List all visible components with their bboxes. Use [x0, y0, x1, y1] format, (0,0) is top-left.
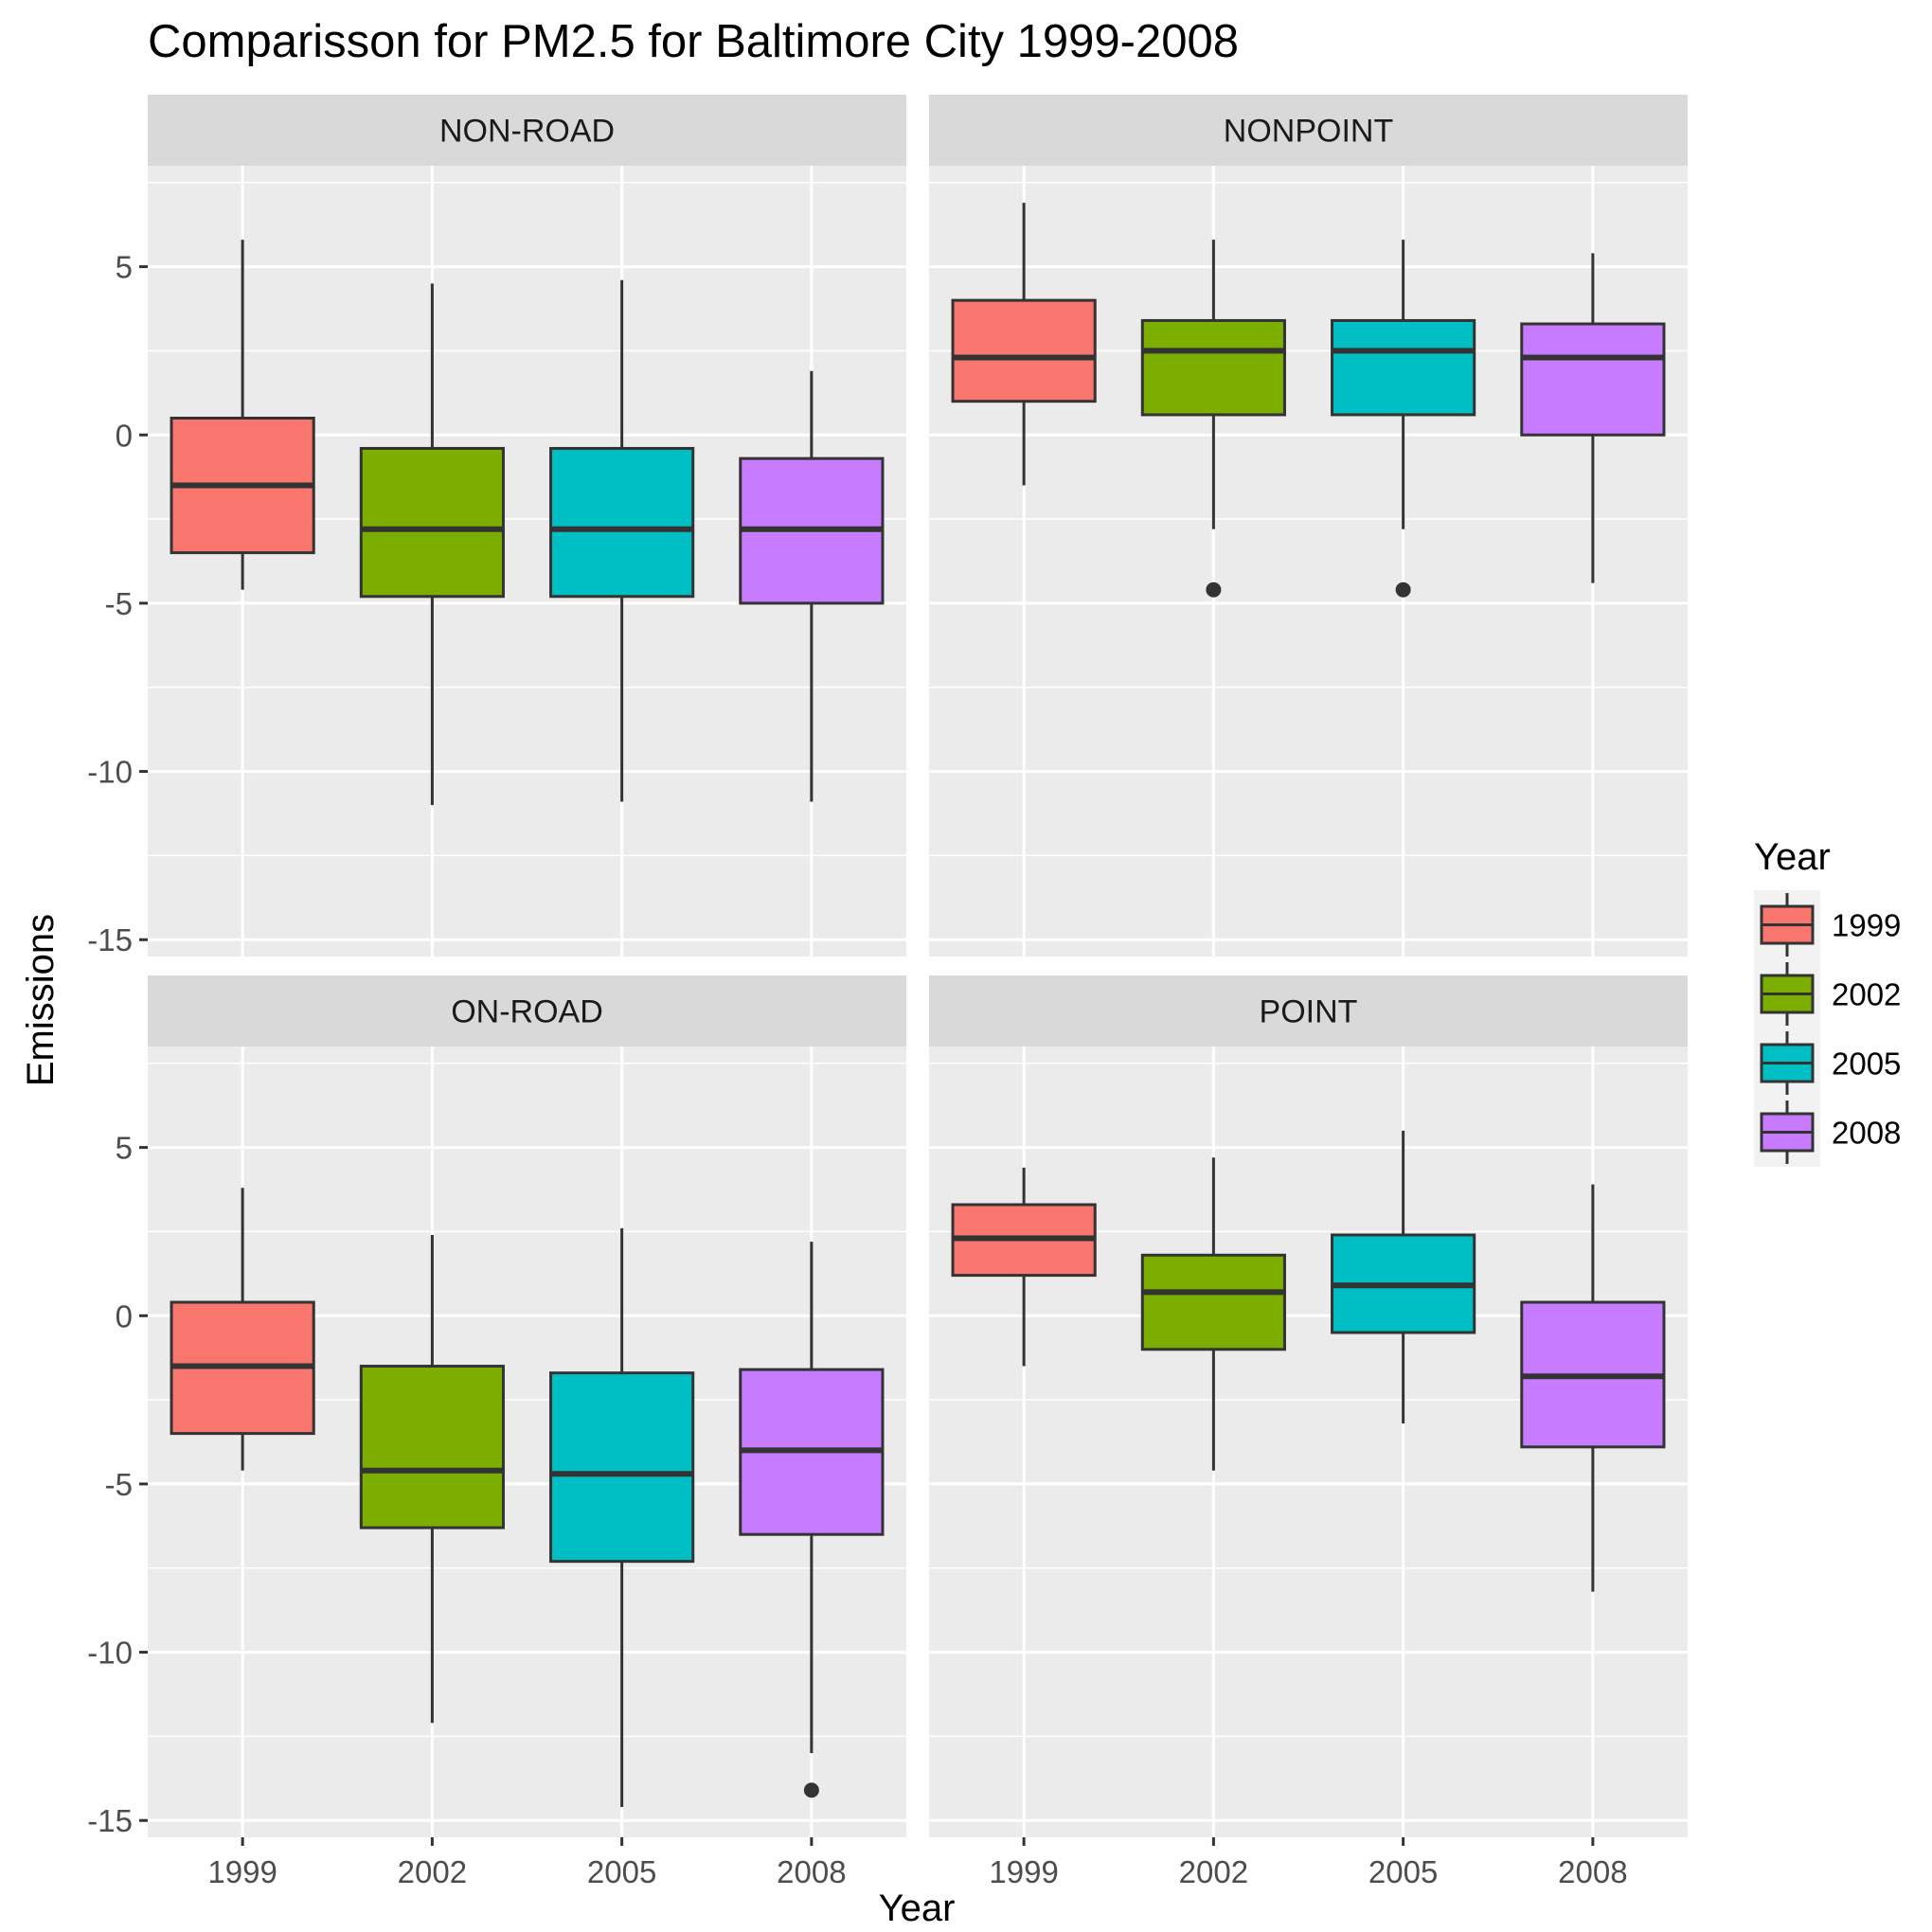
box-on-road-2008 — [739, 1242, 885, 1798]
box-non-road-2002 — [359, 283, 505, 806]
x-tick-label: 2002 — [398, 1854, 467, 1889]
facet-panels: NON-ROAD NONPOINT ON-ROAD POINT — [148, 95, 1688, 1837]
x-tick-label: 2008 — [777, 1854, 846, 1889]
legend-title: Year — [1754, 836, 1831, 878]
strip-label-nonpoint: NONPOINT — [1224, 114, 1393, 150]
strip-label-point: POINT — [1260, 994, 1358, 1030]
x-tick-label: 1999 — [989, 1854, 1058, 1889]
box-point-2005 — [1331, 1130, 1476, 1423]
strip-nonpoint — [929, 95, 1688, 166]
legend-entry-1999: 1999 — [1754, 890, 1901, 959]
box-iqr — [359, 446, 505, 599]
y-tick-label: 5 — [116, 250, 133, 285]
strip-point — [929, 975, 1688, 1046]
y-tick-label: 0 — [116, 1298, 133, 1333]
box-point-1999 — [951, 1167, 1097, 1367]
panel-point: POINT — [929, 975, 1688, 1837]
y-axis-title: Emissions — [20, 914, 62, 1086]
box-iqr — [1140, 1253, 1286, 1351]
legend: Year 1999 2002 2005 2008 — [1754, 836, 1901, 1167]
y-tick-label: 0 — [116, 418, 133, 453]
chart-title: Comparisson for PM2.5 for Baltimore City… — [148, 16, 1239, 67]
box-nonpoint-2008 — [1520, 253, 1666, 583]
y-tick-label: -10 — [87, 1636, 133, 1671]
legend-entry-2002: 2002 — [1754, 959, 1901, 1029]
y-tick-label: 5 — [116, 1131, 133, 1166]
x-tick-label: 2002 — [1179, 1854, 1248, 1889]
box-iqr — [1331, 318, 1476, 417]
box-iqr — [951, 298, 1097, 403]
y-axis: -15 -10 -5 0 5 -15 -10 -5 0 5 — [87, 250, 148, 1838]
outlier-point — [1395, 581, 1411, 598]
panel-on-road: ON-ROAD — [148, 975, 906, 1837]
x-axis: 1999 2002 2005 2008 1999 2002 2005 2008 — [207, 1837, 1628, 1889]
box-nonpoint-2005 — [1331, 240, 1476, 598]
legend-label: 2002 — [1832, 977, 1901, 1012]
x-tick-label: 1999 — [207, 1854, 277, 1889]
y-tick-label: -15 — [87, 922, 133, 957]
panel-nonpoint: NONPOINT — [929, 95, 1688, 957]
box-iqr — [1520, 322, 1666, 437]
box-non-road-2008 — [739, 370, 885, 802]
box-nonpoint-2002 — [1140, 240, 1286, 598]
y-tick-label: -10 — [87, 755, 133, 790]
box-non-road-1999 — [170, 240, 315, 590]
legend-entry-2005: 2005 — [1754, 1029, 1901, 1098]
x-tick-label: 2008 — [1558, 1854, 1627, 1889]
strip-on-road — [148, 975, 906, 1046]
legend-label: 2005 — [1832, 1046, 1901, 1082]
legend-label: 2008 — [1832, 1116, 1901, 1151]
box-point-2002 — [1140, 1157, 1286, 1471]
y-tick-label: -15 — [87, 1803, 133, 1838]
box-on-road-2002 — [359, 1234, 505, 1724]
box-on-road-1999 — [170, 1188, 315, 1471]
legend-label: 1999 — [1832, 908, 1901, 943]
x-tick-label: 2005 — [1368, 1854, 1438, 1889]
box-iqr — [549, 1371, 695, 1564]
box-iqr — [359, 1365, 505, 1530]
box-iqr — [549, 446, 695, 599]
box-on-road-2005 — [549, 1227, 695, 1808]
box-iqr — [1140, 318, 1286, 417]
panel-non-road: NON-ROAD — [148, 95, 906, 957]
box-non-road-2005 — [549, 279, 695, 802]
outlier-point — [803, 1782, 819, 1798]
strip-label-on-road: ON-ROAD — [451, 994, 603, 1030]
strip-non-road — [148, 95, 906, 166]
strip-label-non-road: NON-ROAD — [439, 114, 615, 150]
box-nonpoint-1999 — [951, 203, 1097, 486]
legend-entry-2008: 2008 — [1754, 1098, 1901, 1167]
panel-background — [929, 166, 1688, 957]
y-tick-label: -5 — [105, 1467, 133, 1502]
y-tick-label: -5 — [105, 586, 133, 621]
box-point-2008 — [1520, 1184, 1666, 1592]
outlier-point — [1206, 581, 1222, 598]
x-tick-label: 2005 — [587, 1854, 656, 1889]
x-axis-title: Year — [879, 1887, 956, 1929]
